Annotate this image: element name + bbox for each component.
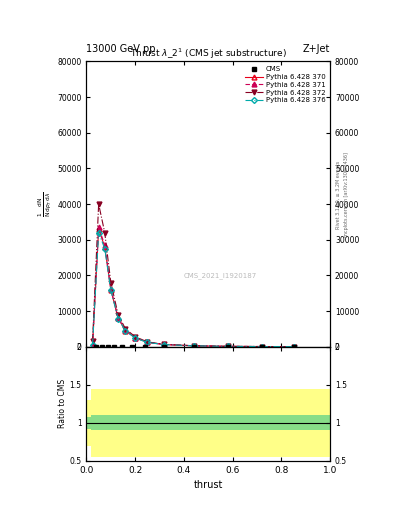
Legend: CMS, Pythia 6.428 370, Pythia 6.428 371, Pythia 6.428 372, Pythia 6.428 376: CMS, Pythia 6.428 370, Pythia 6.428 371,…	[244, 65, 327, 104]
Text: Z+Jet: Z+Jet	[303, 44, 330, 54]
X-axis label: thrust: thrust	[194, 480, 223, 490]
Text: mcplots.cern.ch [arXiv:1306.3436]: mcplots.cern.ch [arXiv:1306.3436]	[344, 152, 349, 237]
Text: 13000 GeV pp: 13000 GeV pp	[86, 44, 156, 54]
Y-axis label: $\frac{1}{\mathrm{N}}\frac{\mathrm{d}\mathrm{N}}{\mathrm{d}p_T\,\mathrm{d}\lambd: $\frac{1}{\mathrm{N}}\frac{\mathrm{d}\ma…	[37, 191, 55, 217]
Y-axis label: Ratio to CMS: Ratio to CMS	[58, 379, 67, 429]
Title: Thrust $\lambda$_2$^1$ (CMS jet substructure): Thrust $\lambda$_2$^1$ (CMS jet substruc…	[130, 47, 287, 61]
Text: Rivet 3.1.10, ≥ 3.2M events: Rivet 3.1.10, ≥ 3.2M events	[336, 160, 341, 229]
Text: CMS_2021_I1920187: CMS_2021_I1920187	[184, 272, 257, 279]
